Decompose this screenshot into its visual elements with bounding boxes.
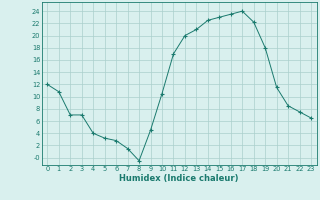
X-axis label: Humidex (Indice chaleur): Humidex (Indice chaleur) (119, 174, 239, 183)
